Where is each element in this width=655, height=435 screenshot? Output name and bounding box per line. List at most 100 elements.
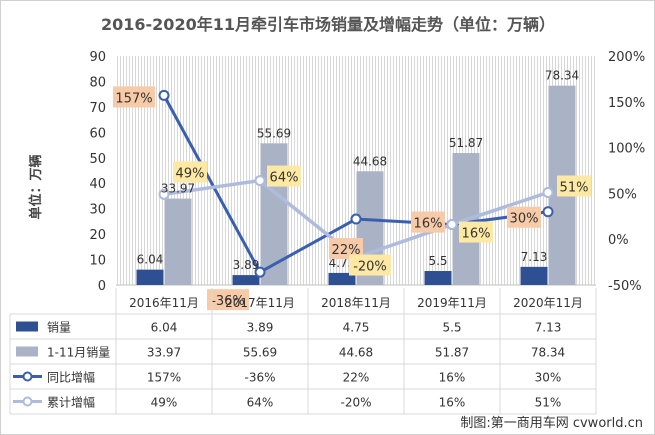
line-label-box <box>557 175 591 197</box>
line-label-box <box>267 165 301 187</box>
table-cell: 157% <box>147 371 181 385</box>
table-cell: -20% <box>340 396 371 410</box>
legend-label: 累计增幅 <box>47 395 95 410</box>
legend-label: 销量 <box>47 321 71 335</box>
bar-data-label: 7.13 <box>521 250 548 264</box>
bar-data-label: 55.69 <box>257 126 291 140</box>
table-cell: 16% <box>439 396 466 410</box>
table-cell: 51% <box>535 396 562 410</box>
legend-marker <box>22 396 33 407</box>
legend-label: 同比增幅 <box>47 370 95 385</box>
bar <box>424 271 452 285</box>
x-tick-label: 2019年11月 <box>417 296 487 310</box>
line-point <box>158 89 170 101</box>
table-cell: 30% <box>535 371 562 385</box>
line-label-box <box>173 161 207 183</box>
bar-data-label: 78.34 <box>545 69 579 83</box>
line-label-box <box>113 86 155 108</box>
table-cell: 78.34 <box>531 346 565 360</box>
table-cell: 3.89 <box>247 321 274 335</box>
bar <box>136 269 164 285</box>
axes: 0 10 20 30 40 50 60 70 80 90 -50% 0% 50% 100% 150% 200% <box>89 50 645 294</box>
bar-data-label: 5.5 <box>428 254 447 268</box>
x-tick-label: 2018年11月 <box>321 296 391 310</box>
y2-tick-label: -50% <box>608 279 642 294</box>
x-tick-label: 2020年11月 <box>513 296 583 310</box>
line-label-box <box>207 289 249 311</box>
line-label-box <box>459 221 493 243</box>
line-point <box>542 206 554 218</box>
chart-title: 2016-2020年11月牵引车市场销量及增幅走势（单位：万辆） <box>101 15 555 34</box>
line-point <box>254 175 266 187</box>
y2-tick-label: 0% <box>608 233 629 248</box>
y-tick-label: 0 <box>98 279 106 294</box>
table-cell: 64% <box>247 396 274 410</box>
legend-data-table: 2016年11月 2017年11月 2018年11月 2019年11月 2020年11月… <box>9 288 597 415</box>
y-tick-label: 20 <box>89 228 106 243</box>
table-cell: 55.69 <box>243 346 277 360</box>
line-point <box>254 266 266 278</box>
table-cell: 22% <box>343 371 370 385</box>
y-tick-label: 60 <box>89 126 106 141</box>
y2-tick-label: 100% <box>608 142 645 157</box>
bar-data-label: 6.04 <box>137 253 164 267</box>
bar-data-label: 3.89 <box>233 258 260 272</box>
y-tick-label: 10 <box>89 254 106 269</box>
line-data-label: 30% <box>510 212 539 227</box>
line-data-label: 51% <box>560 180 589 195</box>
table-cell: 44.68 <box>339 346 373 360</box>
table-cell: 16% <box>439 371 466 385</box>
line-data-label: 16% <box>414 217 443 232</box>
line-data-label: 64% <box>270 171 299 186</box>
line-point <box>350 213 362 225</box>
bar <box>328 272 356 285</box>
table-cell: 33.97 <box>147 346 181 360</box>
table-cell: 7.13 <box>535 321 562 335</box>
bar <box>164 198 192 285</box>
legend-label: 1-11月销量 <box>47 346 110 360</box>
y2-tick-label: 150% <box>608 96 645 111</box>
y-tick-label: 90 <box>89 50 106 65</box>
x-tick-label: 2016年11月 <box>129 296 199 310</box>
table-cell: 51.87 <box>435 346 469 360</box>
line-data-label: 49% <box>176 166 205 181</box>
bar-data-label: 44.68 <box>353 154 387 168</box>
y-axis-label: 单位：万辆 <box>28 154 44 219</box>
line-point <box>158 188 170 200</box>
line-data-label: 157% <box>115 91 152 106</box>
data-labels: 6.04 3.89 4.75 5.5 7.13 33.97 55.69 44.68 51.87 7… <box>113 69 591 311</box>
y-tick-label: 50 <box>89 152 106 167</box>
table-cell: -36% <box>244 371 275 385</box>
y2-tick-label: 200% <box>608 50 645 65</box>
y-tick-label: 40 <box>89 177 106 192</box>
line-label-box <box>507 206 541 228</box>
legend-marker <box>22 371 33 382</box>
line-data-label: 22% <box>332 243 361 258</box>
bar <box>520 266 548 285</box>
line-data-label: 16% <box>462 227 491 242</box>
line-point <box>446 219 458 231</box>
table-cell: 5.5 <box>442 321 461 335</box>
table-cell: 49% <box>151 396 178 410</box>
line-point <box>542 186 554 198</box>
y-tick-label: 70 <box>89 101 106 116</box>
source-credit: 制图:第一商用车网 cvworld.cn <box>460 415 643 431</box>
x-tick-label: 2017年11月 <box>225 296 295 310</box>
y-tick-label: 80 <box>89 75 106 90</box>
line-label-box <box>349 254 391 276</box>
line-data-label: -20% <box>353 260 387 275</box>
bar-data-label: 4.75 <box>329 256 356 270</box>
table-cell: 4.75 <box>343 321 370 335</box>
line-label-box <box>411 211 445 233</box>
bar-data-label: 33.97 <box>161 182 195 196</box>
legend-swatch <box>16 321 38 332</box>
y2-tick-label: 50% <box>608 187 637 202</box>
line-label-box <box>329 238 363 260</box>
table-cell: 6.04 <box>151 321 178 335</box>
line-data-label: -36% <box>211 294 245 309</box>
bar-data-label: 51.87 <box>449 136 483 150</box>
legend-swatch <box>16 346 38 357</box>
y-tick-label: 30 <box>89 203 106 218</box>
